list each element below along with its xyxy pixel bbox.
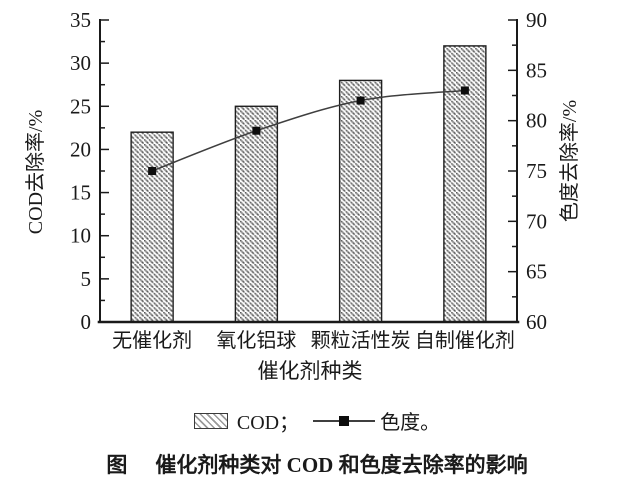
right-axis-ticks: 60 65 70 75 80 85 90 xyxy=(508,8,547,334)
line-markers xyxy=(148,86,469,175)
right-tick-label: 65 xyxy=(526,260,547,284)
left-tick-label: 0 xyxy=(81,310,92,334)
caption-prefix: 图 xyxy=(106,453,128,477)
cod-bar xyxy=(234,105,279,323)
square-marker xyxy=(148,167,157,175)
left-axis-ticks: 0 5 10 15 20 25 30 35 xyxy=(70,8,109,334)
left-axis-title: COD去除率/% xyxy=(24,110,47,234)
right-tick-label: 75 xyxy=(526,159,547,183)
category-label: 氧化铝球 xyxy=(216,329,296,352)
figure-caption: 图 催化剂种类对 COD 和色度去除率的影响 xyxy=(0,449,634,479)
legend-cod-label: COD； xyxy=(236,412,300,434)
square-marker xyxy=(252,126,261,135)
right-tick-label: 70 xyxy=(526,209,547,233)
right-axis-title: 色度去除率/% xyxy=(558,100,581,222)
legend-square-marker-icon xyxy=(339,415,350,426)
left-tick-label: 10 xyxy=(70,224,91,248)
legend-cod-hatch-swatch xyxy=(193,412,228,429)
x-axis-title: 催化剂种类 xyxy=(258,359,363,383)
cod-bar xyxy=(130,131,174,323)
legend-line-marker-icon xyxy=(313,415,376,426)
chart-legend: COD； 色度。 xyxy=(0,406,634,435)
left-tick-label: 25 xyxy=(70,94,91,118)
cod-bar xyxy=(338,79,383,323)
left-tick-label: 20 xyxy=(70,137,91,161)
left-tick-label: 5 xyxy=(81,267,92,291)
right-tick-label: 60 xyxy=(526,310,547,334)
category-label: 颗粒活性炭 xyxy=(311,329,411,352)
left-tick-label: 30 xyxy=(70,51,91,75)
square-marker xyxy=(460,86,469,95)
right-tick-label: 85 xyxy=(526,58,547,82)
chart-plot: 0 5 10 15 20 25 30 35 60 65 70 75 80 85 90 无催化剂 氧化铝球 颗粒活性… xyxy=(24,8,581,383)
bars-group xyxy=(130,45,487,323)
category-label: 无催化剂 xyxy=(112,329,192,352)
right-tick-label: 80 xyxy=(526,109,547,133)
category-label: 自制催化剂 xyxy=(415,329,515,352)
square-marker xyxy=(356,96,365,105)
legend-color-label: 色度。 xyxy=(380,412,441,434)
caption-text: 催化剂种类对 COD 和色度去除率的影响 xyxy=(155,453,528,477)
color-removal-line xyxy=(151,89,465,172)
left-tick-label: 15 xyxy=(70,181,91,205)
left-tick-label: 35 xyxy=(70,8,91,32)
right-tick-label: 90 xyxy=(526,8,547,32)
